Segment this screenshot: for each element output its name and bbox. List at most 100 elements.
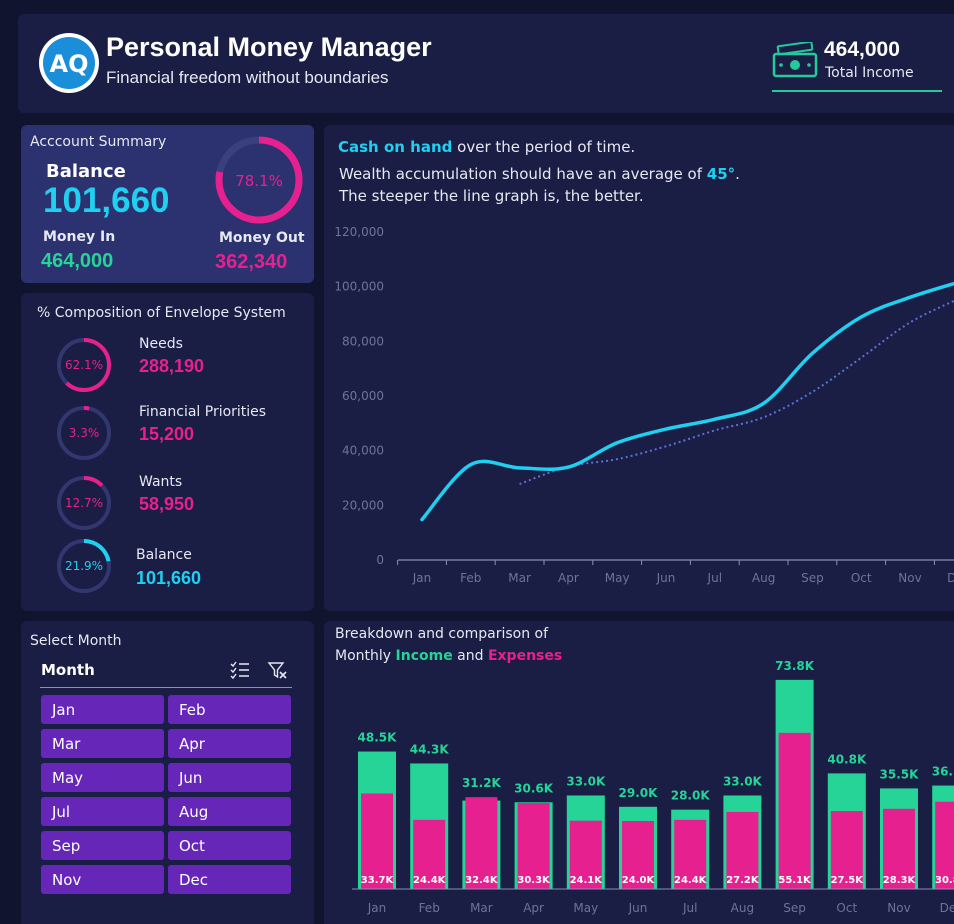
money-icon: [772, 42, 818, 78]
income-data-label: 73.8K: [775, 659, 815, 673]
needs-ring-arc: [57, 338, 111, 392]
envelope-item-financial-priorities: 3.3% Financial Priorities 15,200: [21, 404, 314, 470]
svg-text:AQ: AQ: [50, 50, 89, 78]
y-tick-label: 20,000: [342, 498, 384, 512]
expense-data-label: 30.8K: [935, 875, 954, 886]
slicer-title: Select Month: [30, 633, 122, 649]
expense-bar: [361, 793, 393, 889]
income-data-label: 28.0K: [671, 789, 711, 803]
svg-text:62.1%: 62.1%: [65, 358, 103, 372]
wants-ring-arc: [57, 476, 111, 530]
envelope-value: 288,190: [139, 356, 205, 376]
expense-data-label: 24.4K: [674, 875, 708, 886]
total-income-underline: [772, 90, 942, 92]
expense-bar: [883, 808, 915, 889]
money-out-ring-arc: [215, 136, 303, 224]
envelope-name: Balance: [136, 547, 192, 563]
envelope-item-balance: 21.9% Balance 101,660: [21, 537, 314, 603]
x-tick-label: Nov: [898, 571, 921, 585]
y-tick-label: 120,000: [334, 225, 384, 239]
x-tick-label: Jun: [628, 901, 648, 915]
month-button-jul[interactable]: Jul: [41, 797, 164, 826]
month-button-jun[interactable]: Jun: [168, 763, 291, 792]
expense-data-label: 33.7K: [361, 875, 395, 886]
envelope-value: 58,950: [139, 494, 195, 514]
x-tick-label: Sep: [801, 571, 824, 585]
month-button-may[interactable]: May: [41, 763, 164, 792]
y-tick-label: 100,000: [334, 280, 384, 294]
income-data-label: 36.5K: [932, 765, 954, 779]
month-button-dec[interactable]: Dec: [168, 865, 291, 894]
x-tick-label: Mar: [470, 901, 493, 915]
income-data-label: 33.0K: [723, 774, 763, 788]
envelope-value: 101,660: [136, 568, 202, 588]
header-bar: AQ Personal Money Manager Financial free…: [18, 14, 954, 113]
month-button-apr[interactable]: Apr: [168, 729, 291, 758]
x-tick-label: Mar: [508, 571, 531, 585]
income-data-label: 35.5K: [880, 767, 920, 781]
income-data-label: 31.2K: [462, 776, 502, 790]
envelope-item-wants: 12.7% Wants 58,950: [21, 474, 314, 540]
money-in-label: Money In: [43, 229, 116, 245]
income-data-label: 33.0K: [566, 774, 606, 788]
expense-bar: [413, 819, 446, 889]
expense-bar: [569, 820, 602, 889]
breakdown-subtitle: Monthly Income and Expenses: [335, 648, 563, 664]
x-tick-label: Oct: [851, 571, 872, 585]
y-tick-label: 0: [376, 553, 384, 567]
x-tick-label: Feb: [460, 571, 481, 585]
multi-select-icon[interactable]: [229, 660, 251, 680]
income-data-label: 40.8K: [827, 752, 867, 766]
clear-filter-icon[interactable]: [267, 660, 289, 680]
expense-bar: [517, 803, 550, 889]
expense-bar: [830, 811, 863, 889]
envelope-item-needs: 62.1% Needs 288,190: [21, 336, 314, 402]
month-button-nov[interactable]: Nov: [41, 865, 164, 894]
expense-data-label: 27.5K: [831, 875, 865, 886]
expense-bar: [674, 819, 707, 889]
svg-text:12.7%: 12.7%: [65, 496, 103, 510]
income-expense-chart-card: Breakdown and comparison of Monthly Inco…: [324, 621, 954, 924]
cash-line-chart: 0 20,000 40,000 60,000 80,000 100,000 120,000 J…: [334, 225, 954, 585]
expense-data-label: 55.1K: [778, 875, 812, 886]
balance-ring-arc: [57, 539, 111, 593]
x-tick-label: Feb: [419, 901, 440, 915]
y-tick-label: 60,000: [342, 389, 384, 403]
month-button-aug[interactable]: Aug: [168, 797, 291, 826]
y-tick-label: 40,000: [342, 444, 384, 458]
envelope-name: Needs: [139, 336, 183, 352]
expense-data-label: 27.2K: [726, 875, 760, 886]
income-data-label: 44.3K: [410, 742, 450, 756]
needs-ring: 62.1%: [57, 338, 111, 392]
financial-priorities-ring: 3.3%: [57, 406, 111, 460]
income-data-label: 48.5K: [358, 731, 398, 745]
x-tick-label: May: [573, 901, 598, 915]
expense-data-label: 28.3K: [883, 875, 917, 886]
envelope-name: Wants: [139, 474, 183, 490]
month-button-sep[interactable]: Sep: [41, 831, 164, 860]
x-tick-label: Oct: [836, 901, 857, 915]
money-out-value: 362,340: [215, 251, 288, 273]
y-tick-label: 80,000: [342, 334, 384, 348]
month-button-oct[interactable]: Oct: [168, 831, 291, 860]
expense-data-label: 32.4K: [465, 875, 499, 886]
x-tick-label: Jun: [656, 571, 676, 585]
month-button-jan[interactable]: Jan: [41, 695, 164, 724]
expense-bar: [778, 732, 811, 889]
x-tick-label: Dec: [940, 901, 954, 915]
cash-chart-subtitle: Wealth accumulation should have an avera…: [339, 165, 740, 183]
x-tick-label: May: [605, 571, 630, 585]
money-in-value: 464,000: [41, 250, 114, 272]
account-summary-title: Acccount Summary: [30, 134, 167, 150]
x-tick-label: Dec: [947, 571, 954, 585]
month-button-feb[interactable]: Feb: [168, 695, 291, 724]
income-data-label: 30.6K: [514, 781, 554, 795]
expense-bar: [465, 797, 498, 889]
expense-data-label: 24.4K: [413, 875, 447, 886]
svg-text:3.3%: 3.3%: [69, 426, 100, 440]
income-data-label: 29.0K: [619, 786, 659, 800]
money-out-ring: 78.1%: [215, 136, 303, 224]
month-button-mar[interactable]: Mar: [41, 729, 164, 758]
expense-bar: [622, 820, 654, 889]
money-out-pct: 78.1%: [235, 172, 283, 190]
